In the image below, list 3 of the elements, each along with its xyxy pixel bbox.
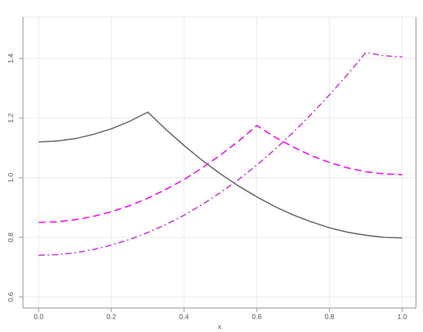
line-series: [38, 52, 403, 256]
line-series: [38, 112, 403, 239]
line-series: [38, 124, 403, 224]
